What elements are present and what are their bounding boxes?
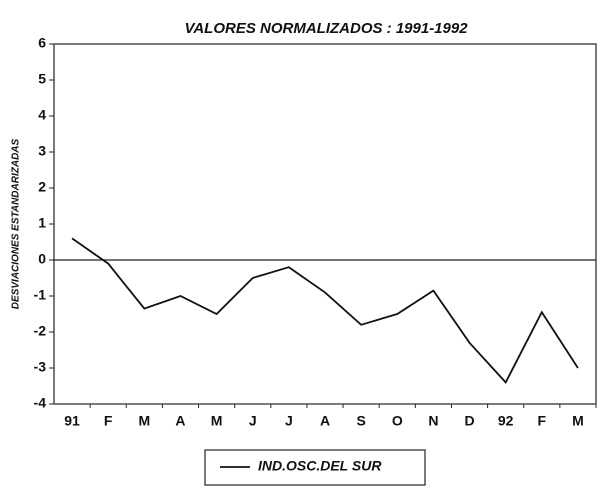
y-tick-label: 2 xyxy=(38,179,46,195)
x-tick-label: 91 xyxy=(64,413,80,429)
x-tick-label: M xyxy=(138,413,150,429)
y-axis-label: DESVIACIONES ESTANDARIZADAS xyxy=(11,138,22,309)
x-tick-label: F xyxy=(538,413,547,429)
x-tick-label: O xyxy=(392,413,403,429)
x-tick-label: M xyxy=(211,413,223,429)
x-tick-label: F xyxy=(104,413,113,429)
line-series xyxy=(71,237,579,384)
y-tick-label: 0 xyxy=(38,251,46,267)
y-tick-label: 1 xyxy=(38,215,46,231)
y-tick-label: 4 xyxy=(38,107,46,123)
x-tick-label: 92 xyxy=(498,413,514,429)
y-tick-label: -2 xyxy=(34,323,47,339)
x-tick-label: A xyxy=(320,413,330,429)
y-tick-label: 3 xyxy=(38,143,46,159)
y-tick-label: -4 xyxy=(34,395,47,411)
x-tick-label: J xyxy=(249,413,257,429)
chart-title: VALORES NORMALIZADOS : 1991-1992 xyxy=(184,20,468,37)
x-tick-label: S xyxy=(356,413,365,429)
y-tick-label: -1 xyxy=(34,287,47,303)
x-tick-label: D xyxy=(464,413,474,429)
legend-label: IND.OSC.DEL SUR xyxy=(258,458,382,474)
x-tick-label: M xyxy=(572,413,584,429)
x-tick-label: A xyxy=(175,413,185,429)
y-tick-label: 5 xyxy=(38,71,46,87)
x-tick-label: J xyxy=(285,413,293,429)
y-tick-label: 6 xyxy=(38,35,46,51)
y-tick-label: -3 xyxy=(34,359,47,375)
x-tick-label: N xyxy=(428,413,438,429)
